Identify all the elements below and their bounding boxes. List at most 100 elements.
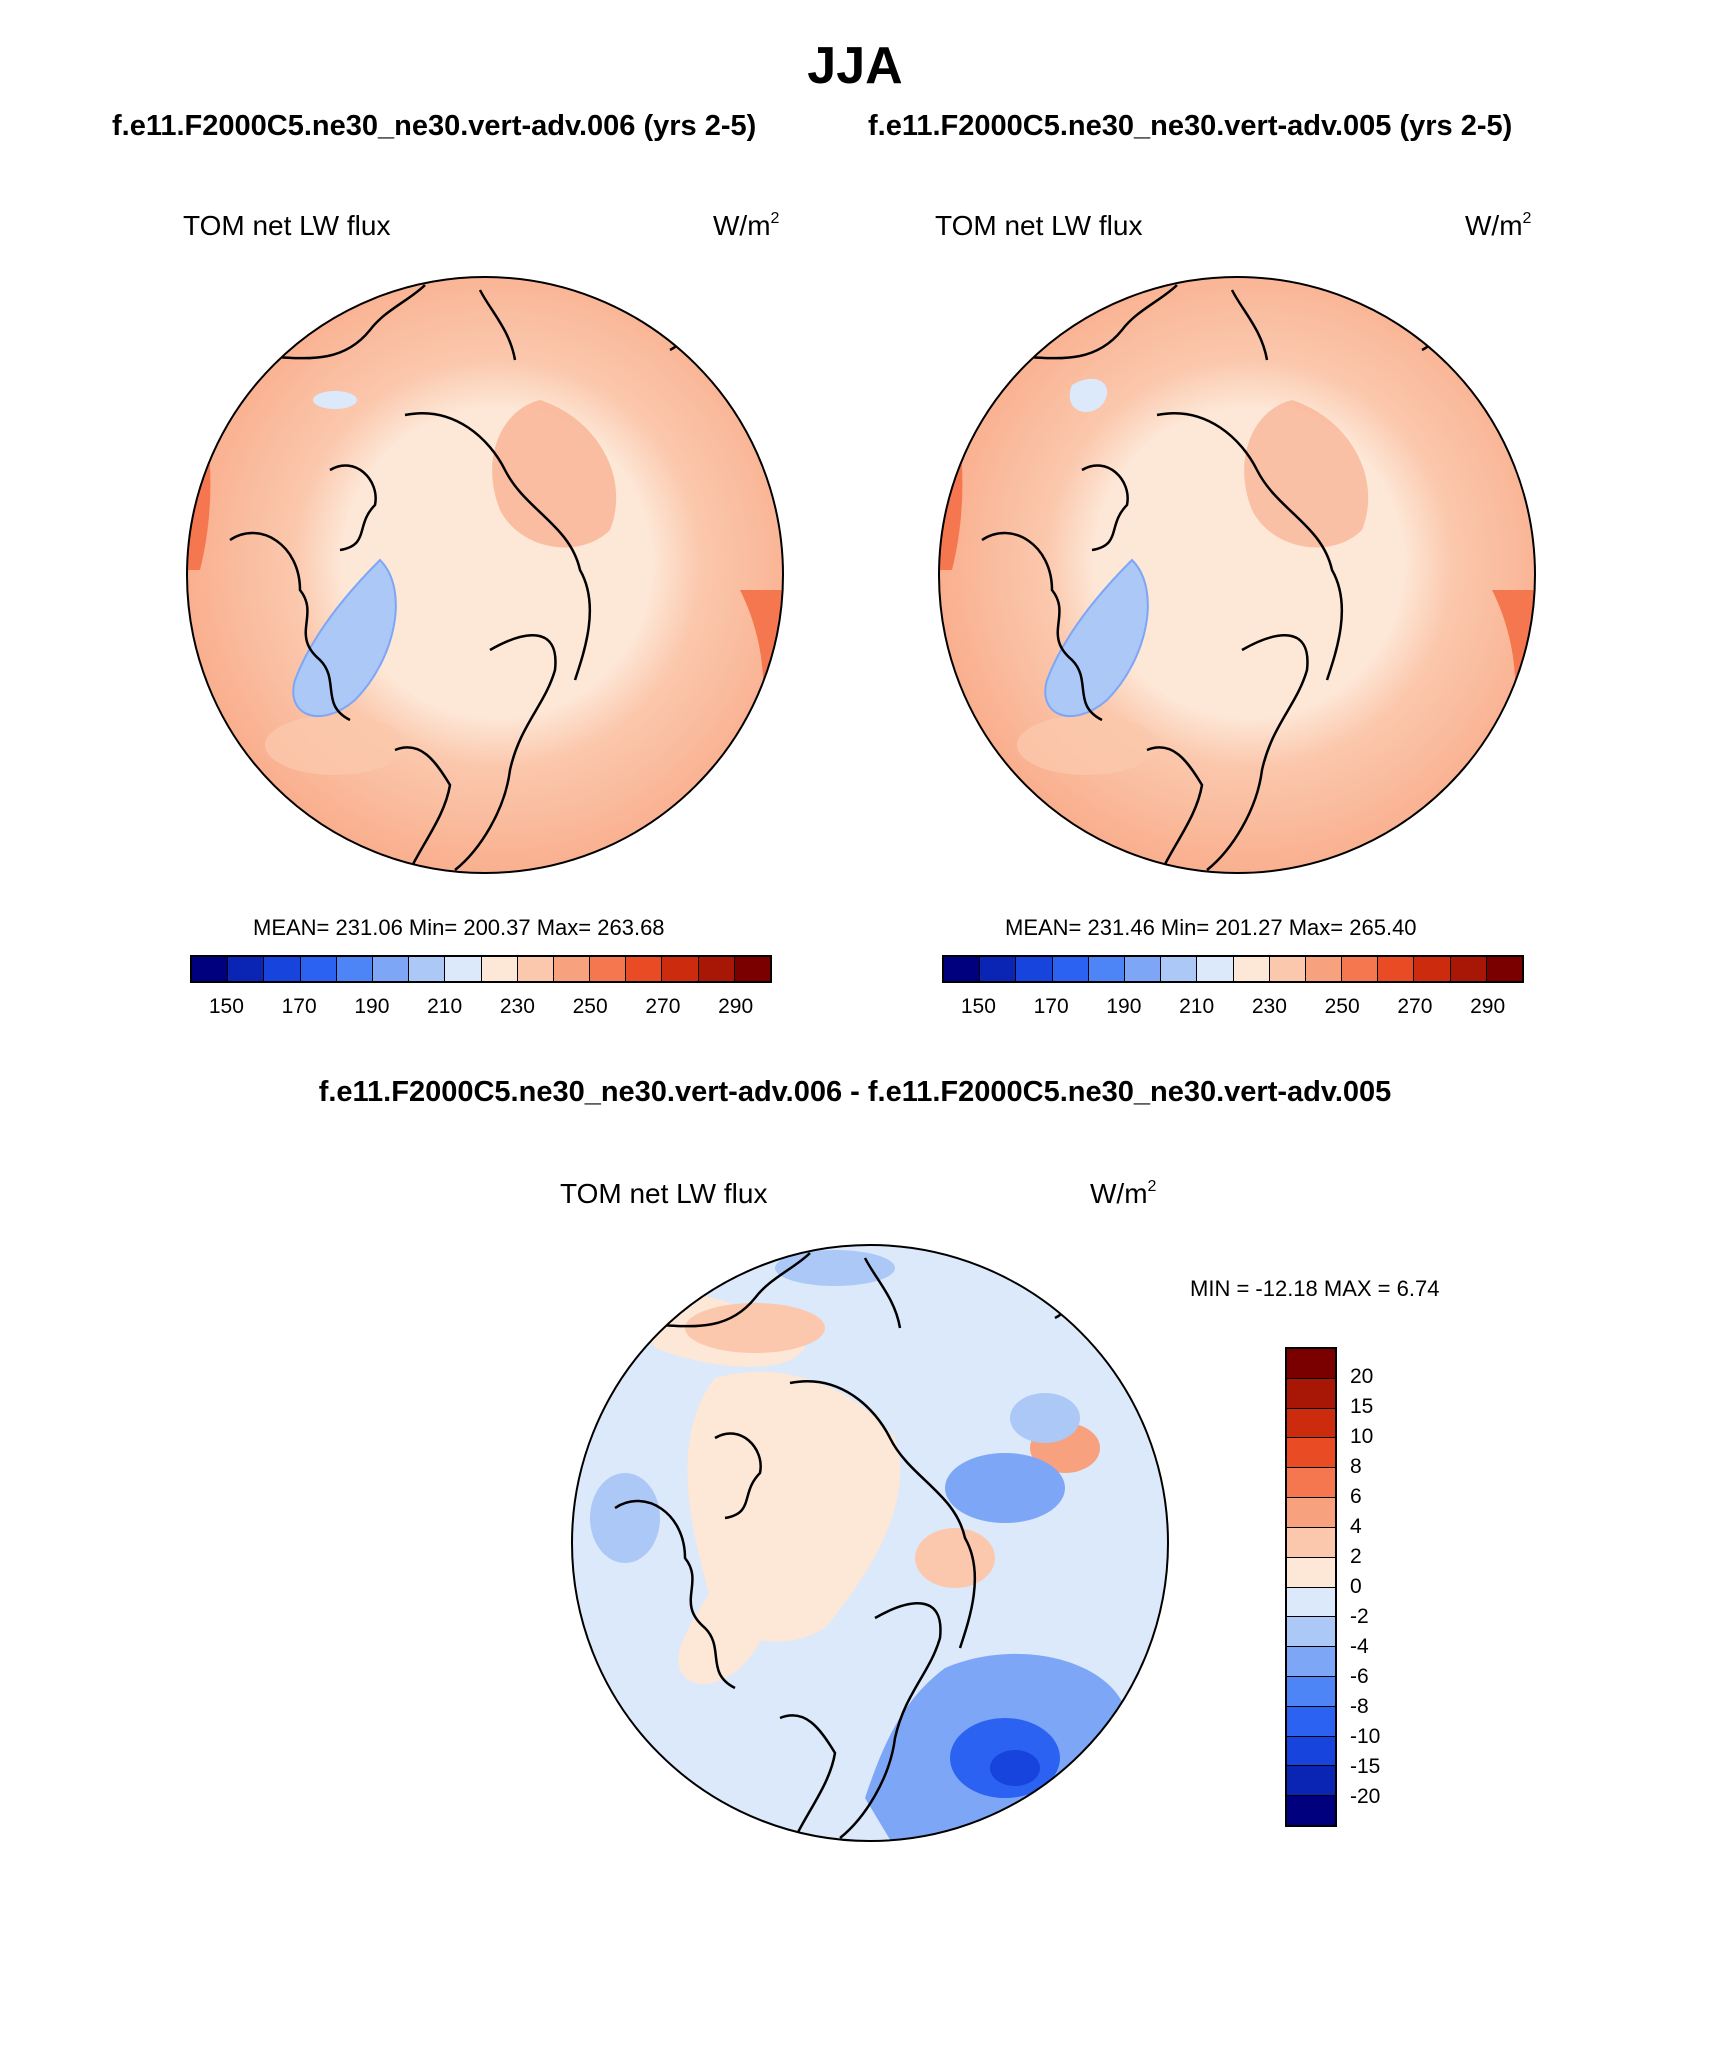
panel1-colorbar-tick-label: 150: [208, 995, 244, 1018]
difference-warm-patch-a: [685, 1303, 825, 1353]
difference-colorbar-swatch: [1287, 1498, 1335, 1528]
difference-colorbar-tick-label: -15: [1350, 1755, 1381, 1778]
difference-warm-patch-c: [915, 1528, 995, 1588]
panel1-greenland-cool-region: [292, 558, 397, 718]
panel2-colorbar: [942, 955, 1524, 983]
difference-colorbar-tick-label: -20: [1350, 1785, 1381, 1808]
difference-colorbar-tick-label: 15: [1350, 1395, 1374, 1418]
difference-colorbar-swatch: [1287, 1438, 1335, 1469]
panel2-greenland-cool-region: [1044, 558, 1149, 718]
panel1-case-title: f.e11.F2000C5.ne30_ne30.vert-adv.006 (yr…: [112, 110, 757, 142]
panel1-colorbar-swatch: [734, 957, 770, 981]
difference-colorbar-tick-label: 6: [1350, 1485, 1362, 1508]
difference-colorbar-swatch: [1287, 1736, 1335, 1767]
panel1-colorbar-tick-label: 170: [281, 995, 317, 1018]
panel2-colorbar-swatch: [944, 957, 981, 981]
panel2-colorbar-tick-label: 290: [1470, 995, 1506, 1018]
difference-units-label: W/m2: [1090, 1178, 1156, 1210]
panel2-units-base: W/m: [1465, 210, 1523, 241]
panel1-colorbar-swatch: [662, 957, 699, 981]
difference-colorbar-tick-label: 0: [1350, 1575, 1362, 1598]
difference-colorbar-tick-label: 2: [1350, 1545, 1362, 1568]
panel2-colorbar-swatch: [1016, 957, 1053, 981]
panel1-cool-patch: [313, 391, 357, 409]
difference-colorbar-tick-label: -6: [1350, 1665, 1369, 1688]
panel2-stats: MEAN= 231.46 Min= 201.27 Max= 265.40: [1005, 915, 1417, 940]
panel2-colorbar-swatch: [980, 957, 1017, 981]
panel2-colorbar-swatch: [1414, 957, 1451, 981]
difference-greenland-region: [678, 1528, 781, 1685]
panel1-colorbar-swatch: [264, 957, 301, 981]
panel1-polar-map: [186, 276, 784, 874]
panel2-colorbar-swatch: [1378, 957, 1415, 981]
difference-colorbar-tick-label: 8: [1350, 1455, 1362, 1478]
difference-colorbar-swatch: [1287, 1676, 1335, 1707]
difference-minmax: MIN = -12.18 MAX = 6.74: [1190, 1276, 1440, 1301]
panel1-field-background: [187, 277, 783, 873]
panel2-colorbar-swatch: [1197, 957, 1234, 981]
panel2-colorbar-swatch: [1342, 957, 1379, 981]
difference-colorbar-swatch: [1287, 1527, 1335, 1558]
difference-variable-label: TOM net LW flux: [560, 1178, 768, 1209]
difference-colorbar-swatch: [1287, 1706, 1335, 1737]
difference-colorbar-swatch: [1287, 1557, 1335, 1588]
panel1-colorbar-swatch: [445, 957, 482, 981]
panel1-warm-patch: [492, 400, 617, 548]
difference-cool-patch-a: [945, 1453, 1065, 1523]
panel1-colorbar-tick-label: 230: [499, 995, 535, 1018]
panel1-colorbar-tick-label: 270: [645, 995, 681, 1018]
panel1-colorbar-swatch: [336, 957, 373, 981]
difference-colorbar-swatch: [1287, 1468, 1335, 1499]
panel2-colorbar-swatch: [1052, 957, 1089, 981]
difference-colorbar-tick-label: -8: [1350, 1695, 1369, 1718]
panel2-colorbar-tick-label: 170: [1033, 995, 1069, 1018]
panel2-colorbar-swatch: [1450, 957, 1487, 981]
panel2-colorbar-swatch: [1233, 957, 1270, 981]
panel2-warm-patch: [1244, 400, 1369, 548]
difference-colorbar-ticks: 20 15 10 8 6 4 2 0 -2 -4 -6 -8 -10 -15 -20: [1350, 1347, 1430, 1827]
difference-colorbar-tick-label: -2: [1350, 1605, 1369, 1628]
panel2-colorbar-ticks: 150 170 190 210 230 250 270 290: [942, 995, 1524, 1025]
panel2-colorbar-tick-label: 250: [1324, 995, 1360, 1018]
panel1-map-border: [186, 276, 784, 874]
difference-title: f.e11.F2000C5.ne30_ne30.vert-adv.006 - f…: [318, 1076, 1392, 1108]
panel1-units-exp: 2: [770, 210, 780, 227]
panel1-colorbar-swatch: [481, 957, 518, 981]
difference-colorbar-swatch: [1287, 1349, 1335, 1379]
difference-strongest-cool-patch: [990, 1750, 1040, 1786]
panel1-colorbar-tick-label: 250: [572, 995, 608, 1018]
difference-polar-map: [571, 1244, 1169, 1842]
panel1-colorbar-tick-label: 290: [718, 995, 754, 1018]
panel2-case-title: f.e11.F2000C5.ne30_ne30.vert-adv.005 (yr…: [868, 110, 1513, 142]
panel2-variable-label: TOM net LW flux: [935, 210, 1143, 241]
panel1-colorbar-swatch: [517, 957, 554, 981]
panel2-units-exp: 2: [1522, 210, 1532, 227]
panel1-colorbar-swatch: [698, 957, 735, 981]
difference-colorbar-tick-label: 4: [1350, 1515, 1362, 1538]
panel1-colorbar: [190, 955, 772, 983]
panel2-colorbar-swatch: [1161, 957, 1198, 981]
panel2-map-border: [938, 276, 1536, 874]
panel2-colorbar-swatch: [1124, 957, 1162, 981]
panel1-colorbar-swatch: [409, 957, 446, 981]
panel2-colorbar-tick-label: 270: [1397, 995, 1433, 1018]
difference-cool-patch-b: [1010, 1393, 1080, 1443]
panel1-ocean-patch: [265, 715, 405, 775]
panel1-colorbar-swatch: [372, 957, 410, 981]
panel1-colorbar-swatch: [553, 957, 591, 981]
difference-colorbar-tick-label: 20: [1350, 1365, 1374, 1388]
panel2-ocean-patch: [1017, 715, 1157, 775]
panel2-colorbar-tick-label: 190: [1106, 995, 1142, 1018]
panel2-colorbar-tick-label: 210: [1179, 995, 1215, 1018]
difference-cool-patch-d: [590, 1473, 660, 1563]
difference-map-border: [571, 1244, 1169, 1842]
panel1-colorbar-swatch: [300, 957, 337, 981]
difference-colorbar-swatch: [1287, 1378, 1335, 1409]
difference-units-exp: 2: [1147, 1178, 1157, 1195]
panel1-units-base: W/m: [713, 210, 771, 241]
panel2-colorbar-swatch: [1305, 957, 1343, 981]
difference-colorbar-swatch: [1287, 1766, 1335, 1797]
difference-colorbar-tick-label: 10: [1350, 1425, 1374, 1448]
difference-colorbar-swatch: [1287, 1796, 1335, 1825]
panel2-colorbar-swatch: [1486, 957, 1522, 981]
